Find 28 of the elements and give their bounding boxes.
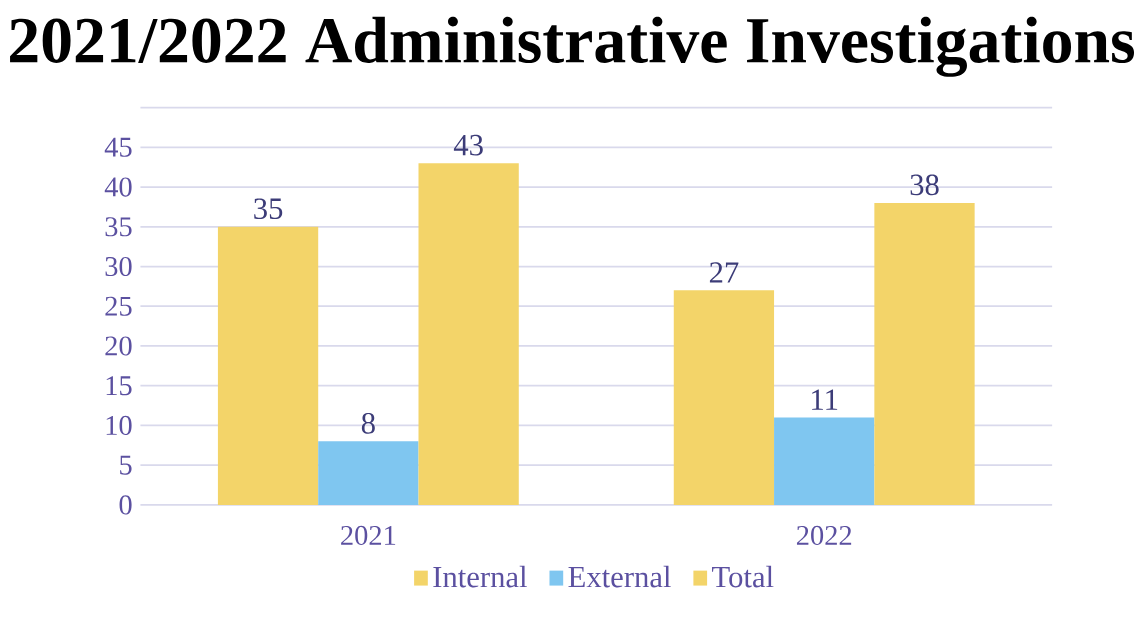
y-tick-label: 20 — [105, 336, 132, 356]
legend-label: Total — [712, 565, 774, 588]
y-tick-label: 30 — [105, 256, 132, 277]
data-label: 27 — [709, 262, 739, 283]
data-label: 35 — [254, 198, 283, 219]
y-tick-label: 40 — [104, 177, 132, 197]
data-label: 8 — [361, 412, 375, 434]
bar — [673, 290, 775, 505]
y-tick-label: 35 — [105, 217, 132, 237]
bar — [774, 417, 875, 505]
bar — [874, 202, 975, 505]
y-tick-label: 45 — [104, 137, 132, 157]
y-tick-label: 5 — [120, 455, 132, 475]
data-label: 43 — [453, 134, 483, 156]
bar — [318, 441, 419, 505]
x-tick-label: 2022 — [796, 525, 852, 545]
legend-label: Internal — [433, 565, 527, 588]
y-tick-label: 25 — [105, 296, 132, 316]
y-tick-label: 15 — [106, 376, 132, 396]
y-tick-label: 0 — [119, 495, 132, 515]
bar — [217, 226, 319, 505]
y-tick-label: 10 — [106, 415, 132, 435]
legend-label: External — [568, 565, 671, 588]
data-label: 38 — [910, 174, 939, 196]
bar — [418, 163, 519, 505]
data-label: 11 — [812, 389, 838, 410]
x-tick-label: 2021 — [341, 525, 396, 545]
chart-title: 2021/2022 Administrative Investigations — [10, 16, 1135, 77]
